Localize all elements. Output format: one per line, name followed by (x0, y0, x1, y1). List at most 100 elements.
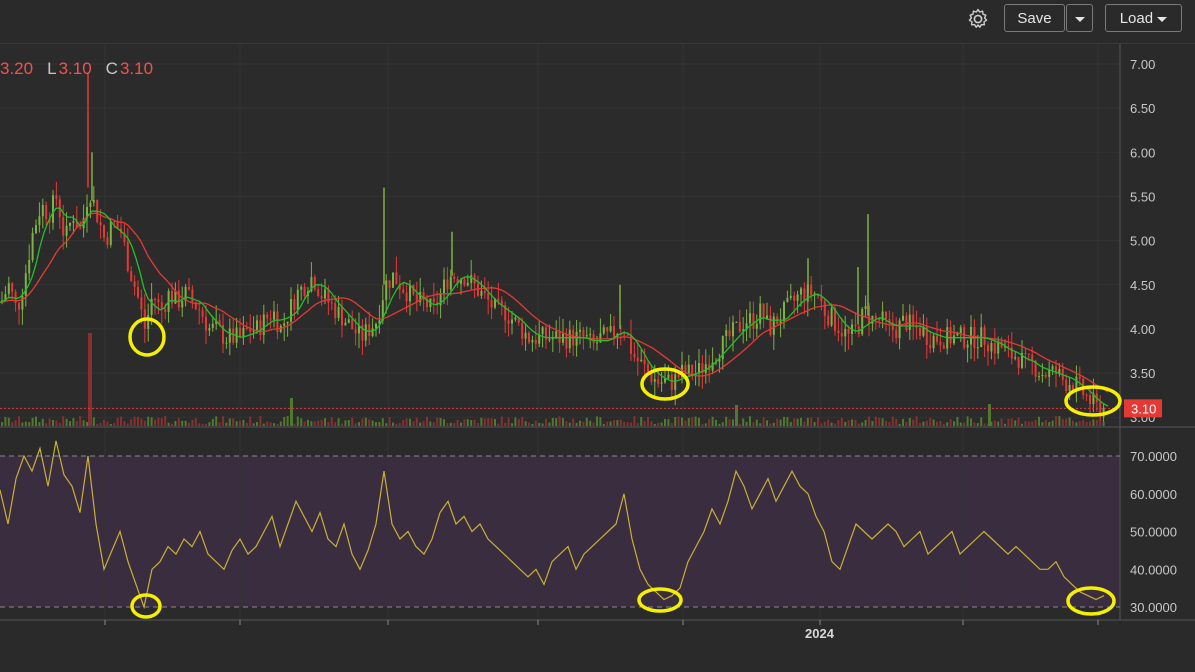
volume-bar (871, 421, 874, 426)
candle-body (181, 300, 184, 308)
osc-tick-label: 60.0000 (1130, 487, 1177, 502)
volume-bar (239, 420, 241, 426)
volume-bar (524, 421, 527, 426)
candle-body (205, 316, 207, 331)
candle-body (762, 303, 765, 319)
candle-body (541, 327, 544, 335)
candle-body (1044, 374, 1047, 377)
candle-body (497, 298, 500, 301)
candle-body (75, 221, 78, 228)
candle-body (103, 225, 105, 238)
volume-bar (412, 421, 415, 426)
volume-bar (256, 422, 258, 426)
volume-bar (232, 418, 235, 426)
volume-bar (1095, 420, 1098, 426)
volume-bar (160, 418, 163, 426)
volume-bar (511, 423, 513, 426)
volume-bar (65, 418, 68, 426)
candle-body (721, 336, 724, 360)
volume-bar (762, 417, 765, 426)
volume-bar (684, 420, 687, 426)
volume-bar (997, 421, 1000, 426)
candle-body (772, 316, 775, 335)
gear-icon[interactable] (966, 7, 990, 31)
volume-bar (1000, 418, 1003, 426)
candle-body (415, 293, 418, 303)
volume-bar (660, 422, 663, 426)
candle-body (956, 332, 959, 336)
volume-bar (69, 421, 71, 426)
candle-body (949, 327, 952, 344)
candle-body (361, 325, 364, 341)
candle-body (514, 317, 517, 320)
price-tick-label: 6.50 (1130, 101, 1155, 116)
load-button[interactable]: Load (1105, 4, 1182, 32)
volume-bar (980, 417, 983, 426)
candle-body (337, 306, 340, 318)
volume-bar (1058, 416, 1061, 426)
volume-bar (368, 419, 371, 426)
candle-body (310, 277, 313, 292)
volume-bar (310, 421, 313, 426)
volume-bar (990, 421, 993, 426)
volume-bar (375, 422, 377, 426)
candle-body (18, 302, 20, 310)
volume-bar (279, 421, 282, 426)
volume-bar (851, 419, 853, 426)
volume-bar (92, 417, 95, 426)
candle-body (1024, 352, 1027, 354)
candle-body (368, 324, 371, 336)
volume-bar (694, 416, 697, 426)
candle-body (419, 292, 422, 303)
candle-body (116, 221, 119, 229)
candle-body (640, 359, 643, 362)
candle-body (769, 315, 772, 335)
candle-body (749, 313, 751, 324)
chart-area[interactable]: 7.006.506.005.505.004.504.003.503.0070.0… (0, 44, 1195, 672)
highlight-circle (640, 367, 690, 401)
candle-body (558, 331, 561, 343)
candle-body (290, 299, 292, 322)
volume-bar (293, 423, 296, 426)
save-button[interactable]: Save (1004, 4, 1065, 32)
candle-body (82, 218, 85, 229)
volume-bar (35, 416, 37, 426)
candle-body (208, 328, 211, 331)
candle-body (45, 204, 48, 220)
save-menu-button[interactable] (1066, 4, 1093, 32)
load-label: Load (1119, 10, 1154, 27)
volume-bar (460, 422, 462, 426)
candle-body (735, 321, 738, 323)
candle-body (582, 329, 585, 337)
osc-tick-label: 30.0000 (1130, 600, 1177, 615)
candle-body (1041, 374, 1044, 377)
volume-bar (483, 418, 486, 426)
candle-body (589, 334, 592, 336)
candle-body (684, 364, 687, 374)
volume-bar (864, 419, 867, 426)
candle-body (579, 329, 581, 332)
volume-bar (48, 418, 51, 426)
volume-bar (718, 423, 721, 426)
volume-bar (334, 422, 337, 426)
candle-body (28, 260, 31, 274)
volume-bar (735, 405, 738, 426)
volume-bar (500, 416, 503, 426)
candle-body (759, 303, 762, 324)
volume-bar (4, 416, 7, 426)
candle-body (895, 329, 898, 339)
candle-body (626, 334, 629, 336)
volume-bar (398, 423, 401, 426)
candle-body (647, 364, 649, 372)
volume-bar (426, 416, 428, 426)
volume-bar (436, 417, 439, 426)
volume-bar (28, 422, 31, 426)
candle-body (249, 328, 252, 332)
volume-bar (606, 421, 609, 426)
candle-body (1007, 346, 1010, 348)
volume-bar (868, 416, 870, 426)
candle-body (500, 300, 503, 305)
volume-bar (657, 422, 660, 426)
volume-bar (813, 422, 816, 426)
volume-bar (358, 422, 360, 426)
